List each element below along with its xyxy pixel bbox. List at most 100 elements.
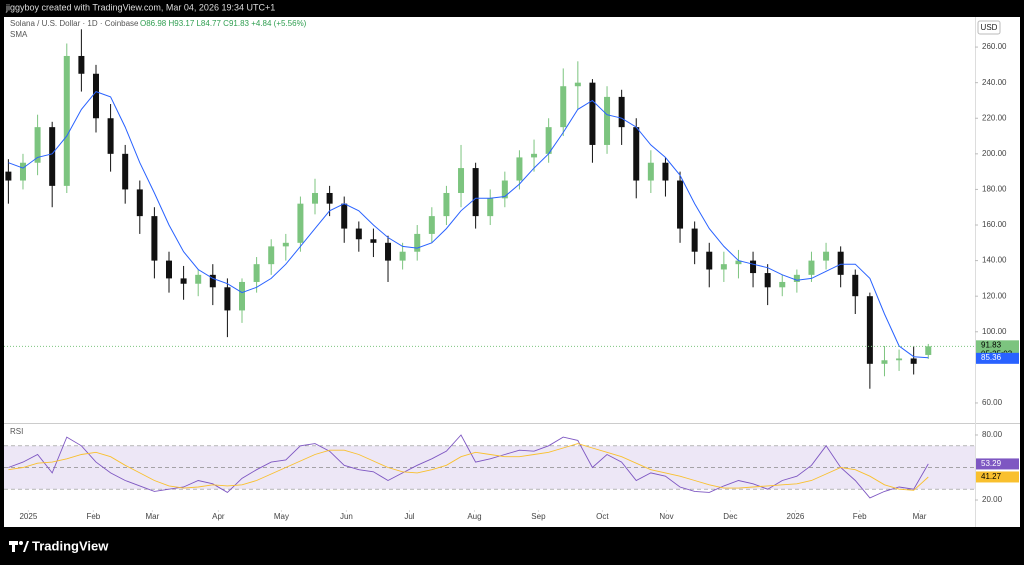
x-tick-label: Feb — [86, 512, 100, 521]
brand: TradingView — [32, 538, 109, 553]
line — [8, 434, 929, 499]
candle-body — [720, 264, 727, 270]
candle-body — [735, 260, 742, 265]
candle-body — [618, 96, 625, 128]
x-tick-label: Jun — [340, 512, 353, 521]
y-tick-label: 240.00 — [982, 78, 1007, 87]
candle-body — [78, 55, 85, 74]
x-tick-label: Mar — [913, 512, 927, 521]
candle-body — [896, 358, 903, 361]
candle-body — [385, 242, 392, 261]
candle-body — [837, 251, 844, 275]
rsi-label: RSI — [10, 427, 23, 436]
candle-body — [370, 239, 377, 243]
candle-body — [472, 168, 479, 217]
candle-body — [925, 346, 932, 355]
chart-area — [4, 17, 1020, 527]
candle-body — [574, 82, 581, 87]
candle-body — [326, 192, 333, 204]
sma-value-box — [976, 352, 1019, 364]
candle-body — [34, 127, 41, 163]
candle-body — [122, 153, 129, 190]
x-tick-label: Apr — [212, 512, 225, 521]
logo: TradingView — [9, 538, 109, 553]
x-tick-label: Mar — [145, 512, 159, 521]
x-tick-label: Nov — [659, 512, 673, 521]
candle-body — [443, 192, 450, 217]
candle-body — [5, 171, 12, 181]
line — [8, 91, 929, 359]
candle-body — [224, 287, 231, 311]
candle-body — [793, 274, 800, 282]
candle-body — [428, 216, 435, 234]
candle-body — [297, 203, 304, 243]
logo-mark — [19, 541, 23, 545]
candle-body — [312, 192, 319, 204]
candle-body — [545, 127, 552, 154]
candle-body — [852, 274, 859, 297]
candle-body — [662, 162, 669, 181]
y-tick-label: 220.00 — [982, 113, 1007, 122]
value-label: 53.29 — [981, 459, 1002, 468]
candle-body — [151, 216, 158, 261]
y-tick-label: 60.00 — [982, 398, 1003, 407]
candle-body — [677, 180, 684, 229]
candle-body — [487, 198, 494, 217]
last-price-label: 91.83 — [981, 340, 1002, 349]
candle-body — [19, 162, 26, 181]
y-tick-label: 200.00 — [982, 149, 1007, 158]
currency[interactable]: USD — [981, 23, 998, 32]
candle-body — [589, 82, 596, 145]
x-tick-label: 2026 — [787, 512, 805, 521]
candle-body — [195, 274, 202, 284]
candle-body — [910, 358, 917, 364]
candle-body — [516, 157, 523, 181]
candle-body — [239, 281, 246, 311]
chart-title: Solana / U.S. Dollar · 1D · Coinbase — [10, 19, 139, 28]
candle-body — [282, 242, 289, 247]
candle-body — [750, 260, 757, 274]
candle-body — [92, 73, 99, 119]
x-tick-label: Jul — [404, 512, 414, 521]
x-tick-label: Sep — [531, 512, 546, 521]
candle-body — [808, 260, 815, 275]
x-tick-label: Oct — [596, 512, 609, 521]
candle-body — [49, 127, 56, 186]
candle-body — [458, 168, 465, 193]
candle-body — [268, 246, 275, 265]
x-tick-label: 2025 — [19, 512, 37, 521]
y-tick-label: 120.00 — [982, 291, 1007, 300]
candle-body — [647, 162, 654, 181]
y-tick-label: 100.00 — [982, 327, 1007, 336]
candle-body — [355, 228, 362, 240]
caption: jiggyboy created with TradingView.com, M… — [5, 2, 275, 12]
y-tick-label: 160.00 — [982, 220, 1007, 229]
candle-body — [881, 360, 888, 364]
candle-body — [63, 55, 70, 186]
candle-body — [866, 296, 873, 364]
value-box — [976, 458, 1019, 470]
y-tick-label: 140.00 — [982, 256, 1007, 265]
candle-body — [165, 260, 172, 279]
candle-body — [779, 281, 786, 288]
logo-mark — [12, 545, 15, 552]
value-label: 41.27 — [981, 472, 1002, 481]
candle-body — [253, 264, 260, 282]
candle-body — [764, 273, 771, 288]
x-tick-label: Feb — [853, 512, 867, 521]
candle-body — [414, 233, 421, 252]
x-tick-label: Dec — [723, 512, 737, 521]
x-tick-label: Aug — [467, 512, 481, 521]
currency-box[interactable] — [977, 20, 1001, 35]
y-tick-label: 260.00 — [982, 42, 1007, 51]
candle-body — [604, 96, 611, 145]
candle-body — [706, 251, 713, 270]
logo-mark — [23, 541, 29, 552]
candle-body — [209, 274, 216, 288]
y-tick-label: 20.00 — [982, 495, 1003, 504]
line — [8, 443, 929, 491]
sma-label: SMA — [10, 30, 28, 39]
y-tick-label: 80.00 — [982, 430, 1003, 439]
